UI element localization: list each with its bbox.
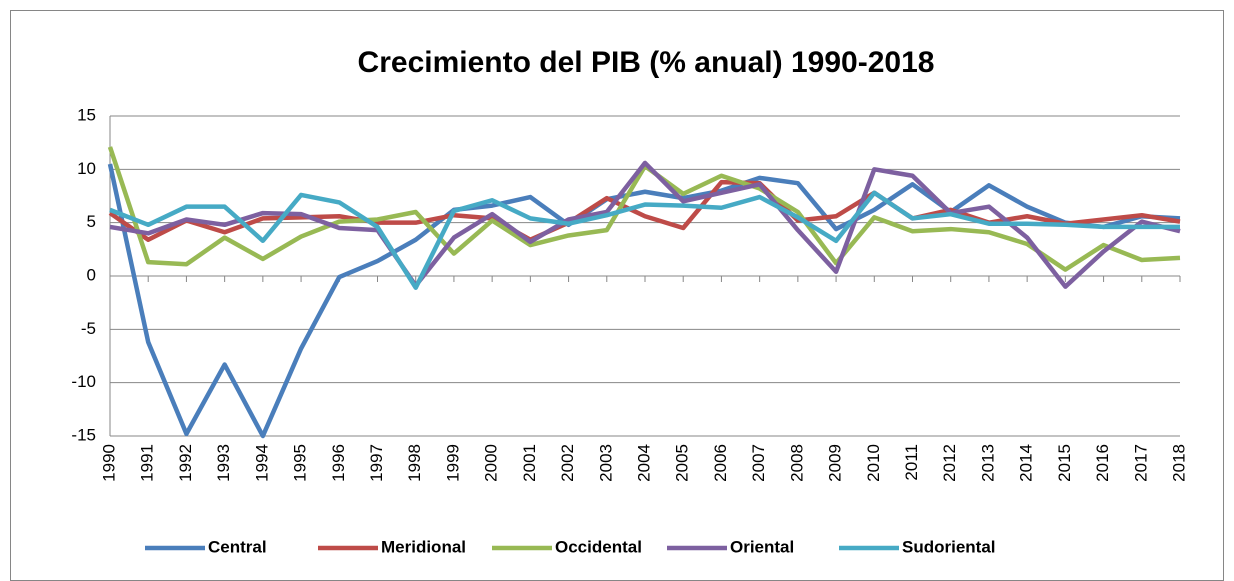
x-tick-label: 2014 xyxy=(1017,444,1036,482)
x-tick-label: 2017 xyxy=(1131,444,1150,482)
x-tick-label: 2018 xyxy=(1169,444,1188,482)
x-tick-label: 2000 xyxy=(482,444,501,482)
x-tick-label: 1997 xyxy=(367,444,386,482)
x-tick-label: 1999 xyxy=(443,444,462,482)
x-tick-label: 2007 xyxy=(749,444,768,482)
y-tick-label: 10 xyxy=(77,159,96,178)
y-tick-label: 5 xyxy=(87,212,96,231)
y-tick-label: 0 xyxy=(87,265,96,284)
legend-label: Occidental xyxy=(555,537,642,556)
series-line xyxy=(109,190,1180,290)
series-line xyxy=(108,179,1181,242)
chart-border xyxy=(10,10,1224,581)
legend-label: Central xyxy=(208,537,267,556)
x-tick-label: 2003 xyxy=(596,444,615,482)
x-tick-label: 1992 xyxy=(176,444,195,482)
x-tick-label: 2013 xyxy=(978,444,997,482)
x-tick-label: 2016 xyxy=(1093,444,1112,482)
series-line xyxy=(107,163,1181,439)
chart-title: Crecimiento del PIB (% anual) 1990-2018 xyxy=(358,46,935,79)
x-tick-label: 2005 xyxy=(673,444,692,482)
legend-label: Oriental xyxy=(730,537,794,556)
x-tick-label: 1996 xyxy=(329,444,348,482)
legend-label: Meridional xyxy=(381,537,466,556)
x-tick-label: 2011 xyxy=(902,444,921,481)
series-line xyxy=(109,160,1181,289)
legend-label: Sudoriental xyxy=(902,537,996,556)
y-tick-label: -15 xyxy=(71,425,96,444)
x-tick-label: 2008 xyxy=(787,444,806,482)
x-tick-label: 1993 xyxy=(214,444,233,482)
x-tick-label: 2004 xyxy=(634,444,653,482)
y-tick-label: -10 xyxy=(71,372,96,391)
x-tick-label: 2002 xyxy=(558,444,577,482)
x-tick-label: 1991 xyxy=(138,444,157,482)
x-tick-label: 1995 xyxy=(291,444,310,482)
x-tick-label: 1998 xyxy=(405,444,424,482)
x-tick-label: 1994 xyxy=(252,444,271,482)
x-tick-label: 2015 xyxy=(1055,444,1074,482)
x-tick-label: 2010 xyxy=(864,444,883,482)
y-tick-label: -5 xyxy=(81,319,96,338)
x-tick-label: 1990 xyxy=(99,444,118,482)
x-tick-label: 2006 xyxy=(711,444,730,482)
x-tick-label: 2009 xyxy=(826,444,845,482)
x-tick-label: 2012 xyxy=(940,444,959,482)
x-tick-label: 2001 xyxy=(520,444,539,482)
y-tick-label: 15 xyxy=(77,105,96,124)
